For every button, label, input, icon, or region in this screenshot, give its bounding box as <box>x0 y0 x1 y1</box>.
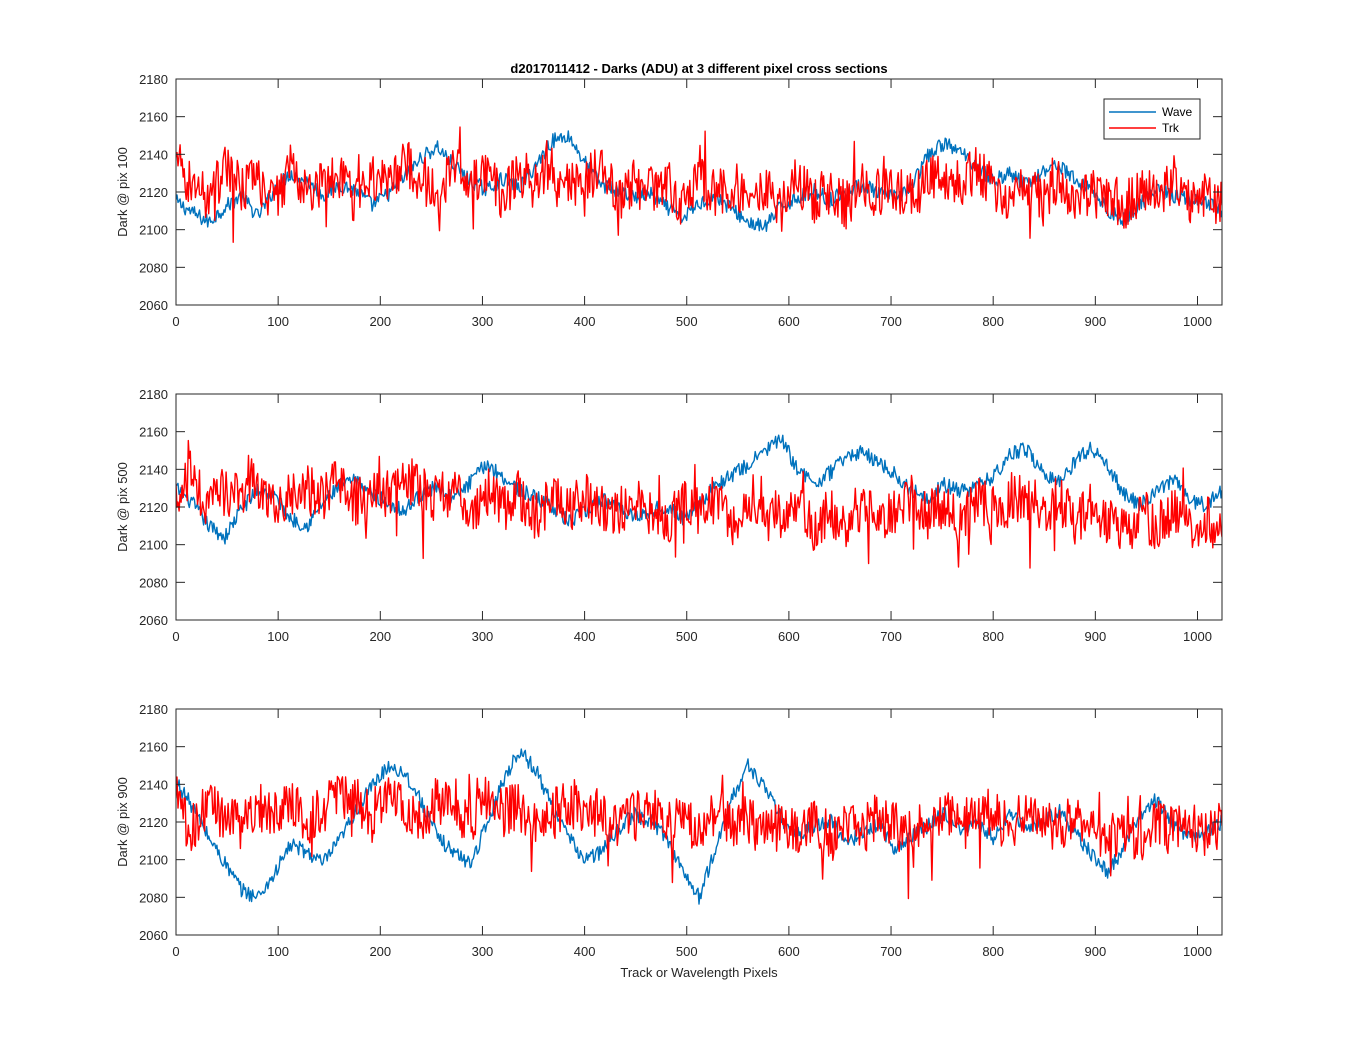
subplot-2: 0 100 200 300 400 500 600 700 800 900 1000 2060 2080… <box>115 387 1223 644</box>
x-tick-label: 400 <box>574 944 596 959</box>
x-tick-label: 900 <box>1084 629 1106 644</box>
legend-box <box>1103 98 1201 140</box>
x-tick-label: 700 <box>880 629 902 644</box>
y-tick-label: 2080 <box>139 260 168 275</box>
subplot-3: 0 100 200 300 400 500 600 700 800 900 1000 2060 2080… <box>115 702 1223 959</box>
y-axis-label: Dark @ pix 900 <box>115 777 130 867</box>
subplot-1: 0 100 200 300 400 500 600 700 800 900 1000 2060 2080… <box>115 72 1223 329</box>
series-line-trk <box>176 773 1222 900</box>
x-tick-label: 900 <box>1084 314 1106 329</box>
legend-label-wave: Wave <box>1162 105 1193 119</box>
x-tick-label: 400 <box>574 314 596 329</box>
x-tick-label: 200 <box>369 629 391 644</box>
x-tick-label: 1000 <box>1183 314 1212 329</box>
y-tick-label: 2180 <box>139 387 168 402</box>
figure-title: d2017011412 - Darks (ADU) at 3 different… <box>510 61 887 76</box>
series-line-trk <box>176 439 1222 569</box>
series-group <box>176 748 1222 905</box>
y-tick-label: 2140 <box>139 777 168 792</box>
x-tick-label: 1000 <box>1183 944 1212 959</box>
x-tick-label: 300 <box>472 314 494 329</box>
x-tick-label: 400 <box>574 629 596 644</box>
x-tick-label: 100 <box>267 314 289 329</box>
series-group <box>176 126 1222 243</box>
subplots: 0 100 200 300 400 500 600 700 800 900 100020602080… <box>115 72 1223 959</box>
y-tick-label: 2080 <box>139 890 168 905</box>
x-tick-label: 700 <box>880 944 902 959</box>
x-tick-label: 100 <box>267 629 289 644</box>
x-tick-label: 500 <box>676 314 698 329</box>
x-tick-label: 0 <box>172 314 179 329</box>
y-tick-label: 2080 <box>139 575 168 590</box>
series-group <box>176 434 1222 569</box>
x-tick-label: 200 <box>369 944 391 959</box>
x-tick-label: 1000 <box>1183 629 1212 644</box>
x-tick-label: 700 <box>880 314 902 329</box>
y-tick-label: 2160 <box>139 425 168 440</box>
y-tick-label: 2120 <box>139 185 168 200</box>
y-axis-label: Dark @ pix 100 <box>115 147 130 237</box>
x-tick-label: 200 <box>369 314 391 329</box>
x-tick-label: 800 <box>982 629 1004 644</box>
x-tick-label: 600 <box>778 944 800 959</box>
y-tick-label: 2060 <box>139 298 168 313</box>
y-tick-label: 2060 <box>139 928 168 943</box>
y-tick-label: 2100 <box>139 538 168 553</box>
y-tick-label: 2160 <box>139 740 168 755</box>
y-tick-label: 2120 <box>139 500 168 515</box>
y-tick-label: 2160 <box>139 110 168 125</box>
y-tick-label: 2180 <box>139 72 168 87</box>
y-tick-label: 2100 <box>139 853 168 868</box>
series-line-trk <box>176 126 1222 243</box>
legend: Wave Trk <box>1103 98 1201 140</box>
y-tick-label: 2120 <box>139 815 168 830</box>
x-tick-label: 800 <box>982 944 1004 959</box>
x-tick-label: 300 <box>472 629 494 644</box>
x-tick-label: 600 <box>778 314 800 329</box>
x-tick-label: 100 <box>267 944 289 959</box>
x-axis-label: Track or Wavelength Pixels <box>620 965 778 980</box>
x-tick-label: 900 <box>1084 944 1106 959</box>
y-tick-label: 2060 <box>139 613 168 628</box>
x-tick-label: 0 <box>172 629 179 644</box>
x-tick-label: 800 <box>982 314 1004 329</box>
x-tick-label: 300 <box>472 944 494 959</box>
y-tick-label: 2140 <box>139 462 168 477</box>
legend-label-trk: Trk <box>1162 121 1180 135</box>
y-tick-label: 2100 <box>139 223 168 238</box>
y-tick-label: 2140 <box>139 147 168 162</box>
x-tick-label: 0 <box>172 944 179 959</box>
x-tick-label: 500 <box>676 944 698 959</box>
x-tick-label: 600 <box>778 629 800 644</box>
x-tick-label: 500 <box>676 629 698 644</box>
y-tick-label: 2180 <box>139 702 168 717</box>
y-axis-label: Dark @ pix 500 <box>115 462 130 552</box>
